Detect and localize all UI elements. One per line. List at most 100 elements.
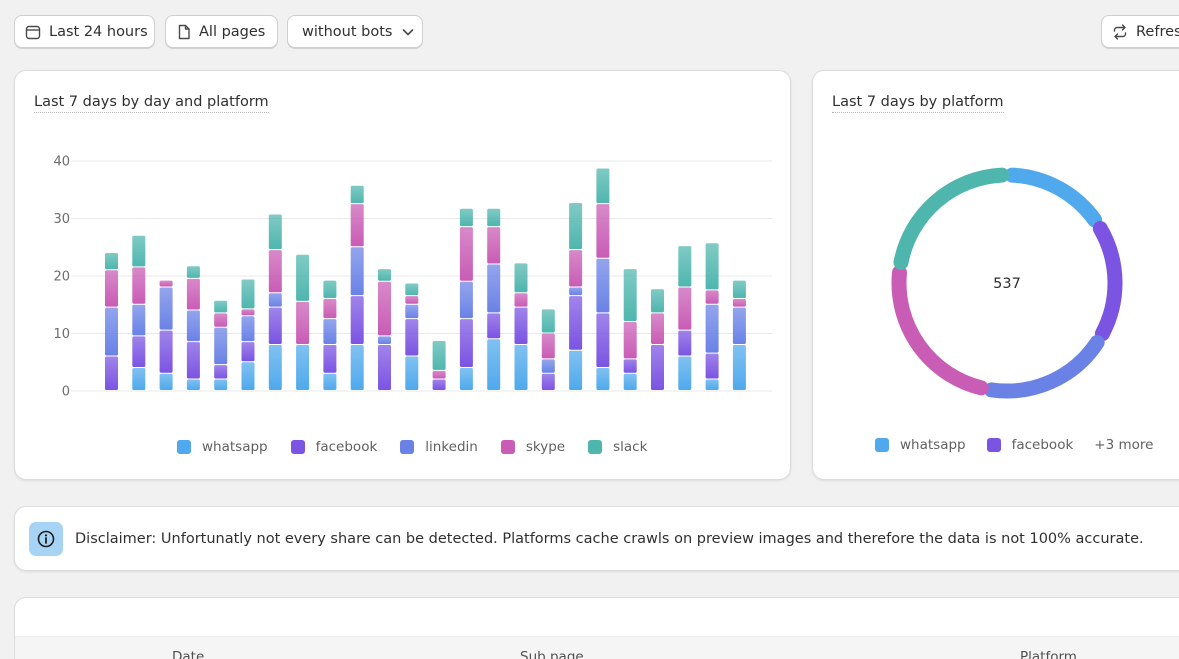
bar-segment-slack[interactable]	[732, 280, 746, 298]
bar-segment-facebook[interactable]	[569, 296, 583, 350]
bar-segment-linkedin[interactable]	[596, 258, 610, 313]
bar-segment-slack[interactable]	[132, 235, 146, 267]
bar-segment-slack[interactable]	[514, 263, 528, 293]
bar-segment-whatsapp[interactable]	[323, 373, 337, 390]
bar-segment-skype[interactable]	[541, 333, 555, 359]
bar-segment-slack[interactable]	[405, 283, 419, 296]
bar-segment-skype[interactable]	[296, 301, 310, 344]
bar-segment-facebook[interactable]	[514, 307, 528, 344]
bar-segment-skype[interactable]	[514, 293, 528, 307]
bar-segment-whatsapp[interactable]	[241, 362, 255, 390]
bar-stack[interactable]	[487, 208, 501, 390]
bar-segment-skype[interactable]	[651, 313, 664, 344]
bar-segment-facebook[interactable]	[623, 359, 637, 373]
bar-segment-slack[interactable]	[214, 300, 228, 313]
donut-chart-title[interactable]: Last 7 days by platform	[832, 94, 1004, 113]
bar-segment-facebook[interactable]	[651, 345, 664, 390]
bar-segment-whatsapp[interactable]	[732, 345, 746, 390]
bar-segment-skype[interactable]	[214, 313, 228, 327]
bar-segment-skype[interactable]	[732, 299, 746, 307]
bar-segment-skype[interactable]	[705, 290, 719, 304]
bar-stack[interactable]	[350, 185, 364, 390]
bar-stack[interactable]	[651, 289, 664, 390]
bar-stack[interactable]	[378, 269, 391, 390]
bar-segment-linkedin[interactable]	[132, 304, 146, 336]
bar-segment-whatsapp[interactable]	[569, 350, 583, 390]
bar-segment-facebook[interactable]	[132, 336, 146, 367]
bots-filter-select[interactable]: without bots	[287, 15, 423, 48]
bar-segment-whatsapp[interactable]	[514, 345, 528, 390]
bar-segment-linkedin[interactable]	[378, 336, 391, 344]
bar-segment-slack[interactable]	[268, 214, 282, 250]
bar-segment-skype[interactable]	[623, 322, 637, 359]
bar-segment-facebook[interactable]	[596, 313, 610, 367]
donut-segment-whatsapp[interactable]	[1004, 167, 1103, 228]
bar-segment-slack[interactable]	[705, 243, 719, 290]
bar-segment-linkedin[interactable]	[350, 247, 364, 296]
bar-stack[interactable]	[296, 254, 310, 390]
legend-item-facebook[interactable]: facebook	[290, 439, 377, 455]
bar-segment-facebook[interactable]	[541, 373, 555, 390]
bar-stack[interactable]	[405, 283, 419, 390]
bar-segment-skype[interactable]	[378, 281, 391, 336]
bar-segment-facebook[interactable]	[459, 319, 473, 367]
bar-segment-linkedin[interactable]	[186, 310, 200, 342]
bar-stack[interactable]	[623, 269, 637, 390]
bar-segment-linkedin[interactable]	[487, 264, 501, 313]
bar-segment-slack[interactable]	[323, 280, 337, 298]
bar-segment-slack[interactable]	[350, 185, 364, 204]
bar-segment-slack[interactable]	[623, 269, 637, 321]
bar-segment-facebook[interactable]	[678, 330, 692, 356]
bar-segment-linkedin[interactable]	[405, 304, 419, 319]
bar-stack[interactable]	[596, 168, 610, 390]
bar-segment-slack[interactable]	[459, 208, 473, 227]
bar-segment-slack[interactable]	[378, 269, 391, 281]
legend-item-whatsapp[interactable]: whatsapp	[875, 437, 966, 453]
bar-segment-facebook[interactable]	[350, 296, 364, 344]
bar-segment-slack[interactable]	[651, 289, 664, 313]
bar-segment-whatsapp[interactable]	[268, 345, 282, 390]
legend-item-facebook[interactable]: facebook	[986, 437, 1073, 453]
bar-segment-skype[interactable]	[459, 227, 473, 281]
bar-segment-slack[interactable]	[678, 246, 692, 287]
bar-chart-title[interactable]: Last 7 days by day and platform	[34, 94, 269, 113]
bar-segment-whatsapp[interactable]	[350, 345, 364, 390]
bar-stack[interactable]	[186, 266, 200, 391]
bar-segment-whatsapp[interactable]	[186, 379, 200, 391]
bar-segment-skype[interactable]	[350, 204, 364, 247]
bar-segment-skype[interactable]	[569, 250, 583, 287]
refresh-button[interactable]: Refresh	[1101, 15, 1179, 48]
bar-stack[interactable]	[159, 280, 173, 390]
bar-segment-facebook[interactable]	[323, 345, 337, 373]
bar-stack[interactable]	[241, 279, 255, 390]
bar-segment-linkedin[interactable]	[105, 307, 118, 356]
bar-segment-linkedin[interactable]	[569, 287, 583, 296]
bar-segment-slack[interactable]	[186, 266, 200, 278]
bar-segment-slack[interactable]	[596, 168, 610, 204]
bar-stack[interactable]	[514, 263, 528, 390]
column-header-sub-page[interactable]: Sub page	[520, 649, 584, 659]
bar-segment-facebook[interactable]	[705, 353, 719, 379]
bar-stack[interactable]	[214, 300, 228, 390]
bar-segment-whatsapp[interactable]	[596, 368, 610, 390]
bar-segment-whatsapp[interactable]	[487, 339, 501, 390]
date-range-button[interactable]: Last 24 hours	[14, 15, 155, 48]
bar-segment-skype[interactable]	[268, 250, 282, 293]
bar-segment-whatsapp[interactable]	[623, 373, 637, 390]
bar-segment-skype[interactable]	[241, 309, 255, 316]
bar-segment-slack[interactable]	[296, 254, 310, 301]
bar-segment-linkedin[interactable]	[159, 287, 173, 330]
bar-segment-skype[interactable]	[596, 204, 610, 258]
bar-stack[interactable]	[105, 253, 118, 390]
bar-stack[interactable]	[705, 243, 719, 390]
bar-segment-whatsapp[interactable]	[296, 345, 310, 390]
bar-stack[interactable]	[432, 340, 446, 390]
legend-item-skype[interactable]: skype	[500, 439, 565, 455]
bar-stack[interactable]	[732, 280, 746, 390]
bar-stack[interactable]	[678, 246, 692, 390]
donut-segment-skype[interactable]	[891, 265, 989, 396]
bar-segment-linkedin[interactable]	[214, 327, 228, 365]
bar-segment-linkedin[interactable]	[541, 359, 555, 373]
bar-segment-linkedin[interactable]	[241, 316, 255, 342]
bar-segment-slack[interactable]	[105, 253, 118, 270]
